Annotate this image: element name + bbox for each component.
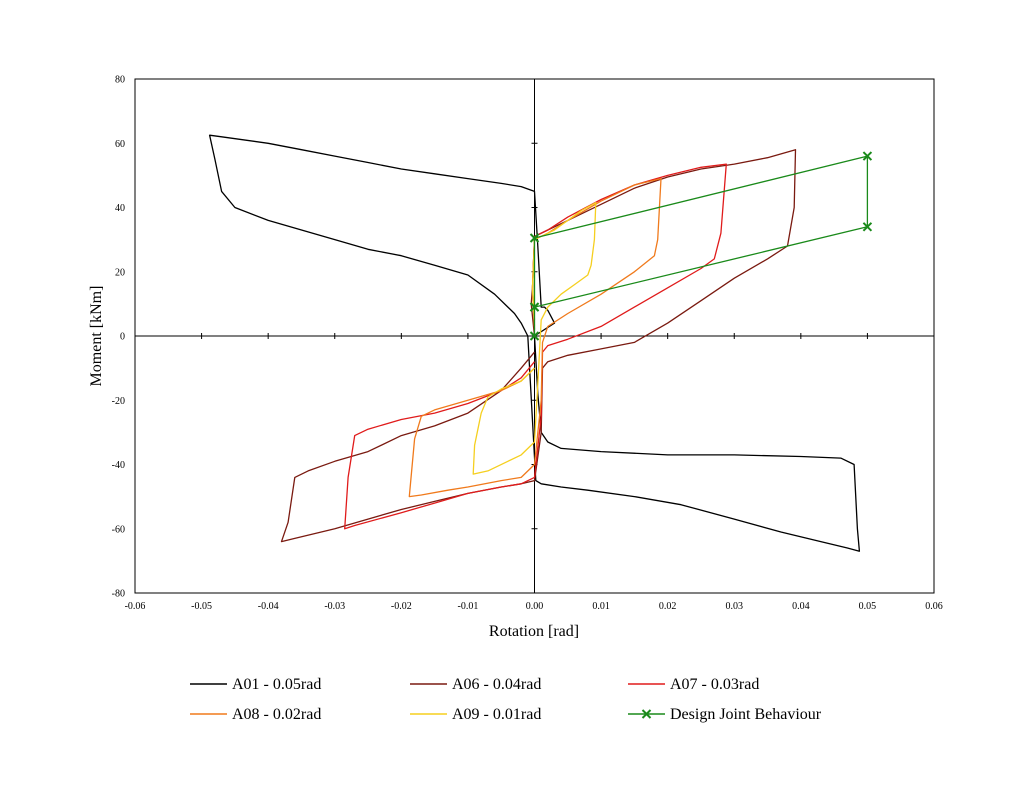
x-axis-title: Rotation [rad] [489,623,579,640]
x-tick-label: 0.03 [726,601,744,612]
series-group [208,134,861,552]
y-tick-label: 80 [115,75,125,86]
series-line [472,202,597,475]
legend-item: A08 - 0.02rad [190,706,321,723]
x-tick-label: 0.04 [792,601,810,612]
legend-label: A01 - 0.05rad [232,676,321,693]
series-layer [208,134,873,552]
y-tick-label: -80 [112,589,125,600]
y-axis-title: Moment [kNm] [88,286,105,387]
series-line [208,134,861,552]
series-group [472,202,597,475]
y-axis-ticks: -80 -60 -40 -20 0 20 40 60 80 [112,75,538,600]
series-point [862,222,873,232]
legend-item: A07 - 0.03rad [628,676,759,693]
legend-label: A09 - 0.01rad [452,706,541,723]
x-tick-label: 0.02 [659,601,677,612]
legend-item: A01 - 0.05rad [190,676,321,693]
x-tick-label: 0.06 [925,601,943,612]
x-tick-label: -0.06 [125,601,146,612]
y-tick-label: 60 [115,139,125,150]
legend-item: Design Joint Behaviour [628,706,822,723]
series-group [529,151,873,341]
x-axis-ticks: -0.06 -0.05 -0.04 -0.03 -0.02 -0.01 0.00 0.01 0.… [125,333,943,612]
y-tick-label: -60 [112,524,125,535]
legend-label: Design Joint Behaviour [670,706,822,723]
series-line [533,155,869,336]
series-point [862,151,873,161]
x-tick-label: -0.03 [324,601,345,612]
legend-label: A08 - 0.02rad [232,706,321,723]
series-point [529,302,540,312]
y-tick-label: -40 [112,460,125,471]
series-point [529,233,540,243]
legend: A01 - 0.05rad A06 - 0.04rad A07 - 0.03rad A… [190,676,822,723]
y-tick-label: -20 [112,396,125,407]
x-tick-label: 0.05 [859,601,877,612]
series-group [280,149,797,543]
series-point [529,331,540,341]
x-tick-label: -0.04 [258,601,279,612]
x-tick-label: -0.01 [457,601,478,612]
legend-label: A07 - 0.03rad [670,676,759,693]
y-tick-label: 40 [115,203,125,214]
y-tick-label: 20 [115,267,125,278]
x-tick-label: -0.02 [391,601,412,612]
y-tick-label: 0 [120,332,125,343]
legend-item: A09 - 0.01rad [410,706,541,723]
series-line [280,149,797,543]
legend-item: A06 - 0.04rad [410,676,541,693]
legend-label: A06 - 0.04rad [452,676,541,693]
x-tick-label: -0.05 [191,601,212,612]
x-tick-label: 0.01 [592,601,610,612]
legend-marker [641,709,652,719]
x-tick-label: 0.00 [526,601,544,612]
